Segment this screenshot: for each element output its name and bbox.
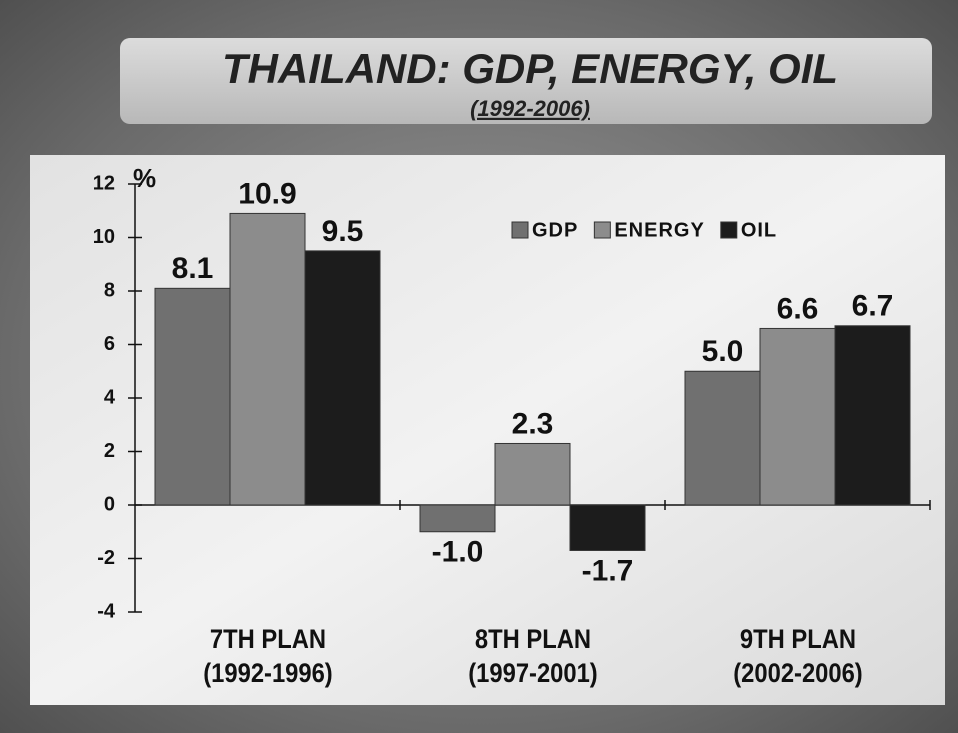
- bar: [684, 370, 761, 506]
- bar: [304, 250, 381, 506]
- value-label: -1.7: [582, 554, 634, 587]
- bar: [759, 327, 836, 506]
- value-label: 6.6: [777, 292, 819, 325]
- y-axis-label: %: [133, 163, 156, 193]
- legend-swatch: [593, 221, 611, 239]
- y-tick-label: 12: [93, 172, 115, 194]
- value-label: 5.0: [702, 335, 744, 368]
- bar: [154, 287, 231, 506]
- y-tick-label: 10: [93, 226, 115, 248]
- y-tick-label: -2: [97, 547, 115, 569]
- x-tick-label: 7TH PLAN (1992-1996): [202, 624, 333, 688]
- value-label: -1.0: [432, 536, 484, 569]
- legend-swatch: [720, 221, 738, 239]
- value-label: 10.9: [238, 177, 296, 210]
- value-label: 9.5: [322, 215, 364, 248]
- y-tick-label: 2: [104, 440, 115, 462]
- legend-swatch: [511, 221, 529, 239]
- x-tick-label: 9TH PLAN (2002-2006): [732, 624, 863, 688]
- y-tick-label: 0: [104, 493, 115, 515]
- legend-label: GDP: [532, 219, 578, 241]
- chart-subtitle: (1992-2006): [470, 96, 590, 121]
- y-tick-label: -4: [97, 600, 116, 622]
- legend-label: ENERGY: [614, 219, 704, 241]
- legend-label: OIL: [741, 219, 777, 241]
- bar: [569, 504, 646, 551]
- bar: [419, 504, 496, 533]
- value-label: 6.7: [852, 290, 894, 323]
- bar: [494, 442, 571, 506]
- value-label: 2.3: [512, 407, 554, 440]
- bar: [229, 212, 306, 506]
- bar: [834, 325, 911, 506]
- y-tick-label: 4: [104, 386, 116, 408]
- value-label: 8.1: [172, 252, 214, 285]
- y-tick-label: 8: [104, 279, 115, 301]
- chart-title: THAILAND: GDP, ENERGY, OIL: [222, 45, 838, 92]
- title-banner: [120, 38, 932, 124]
- x-tick-label: 8TH PLAN (1997-2001): [467, 624, 598, 688]
- y-tick-label: 6: [104, 333, 115, 355]
